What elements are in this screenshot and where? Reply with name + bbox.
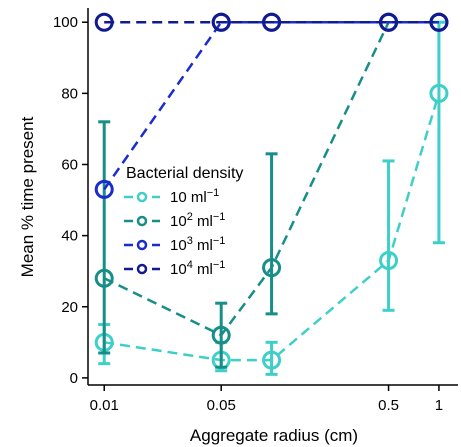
x-tick-label: 0.01: [90, 397, 119, 414]
data-point: [262, 12, 282, 32]
legend-item: 103 ml−1: [124, 235, 225, 254]
data-point: [429, 12, 449, 32]
data-point: [262, 258, 282, 278]
plot-area: [94, 12, 449, 376]
data-point: [94, 268, 114, 288]
series-4: [94, 12, 449, 32]
y-tick-label: 40: [61, 228, 78, 245]
x-axis-label: Aggregate radius (cm): [190, 426, 358, 445]
legend-title: Bacterial density: [126, 165, 243, 182]
y-tick-label: 60: [61, 156, 78, 173]
axes: 0 20 40 60 80 100 0.01 0.05 0.5 1: [53, 8, 458, 414]
legend-item: 102 ml−1: [124, 211, 225, 230]
y-tick-label: 80: [61, 85, 78, 102]
data-point: [262, 350, 282, 370]
data-point: [94, 179, 114, 199]
legend-label: 102 ml−1: [170, 211, 225, 230]
legend-label: 103 ml−1: [170, 235, 225, 254]
legend-label: 104 ml−1: [170, 259, 225, 278]
legend-swatch-marker: [136, 215, 148, 227]
data-point: [429, 83, 449, 103]
data-point: [94, 12, 114, 32]
data-point: [379, 251, 399, 271]
y-tick-label: 100: [53, 14, 78, 31]
data-point: [211, 325, 231, 345]
x-tick-label: 0.05: [207, 397, 236, 414]
x-tick-label: 1: [435, 397, 443, 414]
series-line: [103, 20, 439, 191]
legend-swatch-marker: [136, 239, 148, 251]
legend-swatch-marker: [136, 191, 148, 203]
legend: Bacterial density 10 ml−1 102 ml−1 103 ml−1…: [124, 165, 243, 278]
data-point: [379, 12, 399, 32]
legend-item: 104 ml−1: [124, 259, 225, 278]
y-axis-label: Mean % time present: [18, 116, 37, 277]
legend-item: 10 ml−1: [124, 187, 219, 206]
x-tick-label: 0.5: [378, 397, 399, 414]
y-tick-label: 20: [61, 299, 78, 316]
data-point: [211, 12, 231, 32]
y-tick-label: 0: [70, 370, 78, 387]
series-line: [104, 93, 441, 362]
series-2: [94, 12, 449, 369]
legend-swatch-marker: [136, 263, 148, 275]
legend-label: 10 ml−1: [170, 187, 219, 206]
